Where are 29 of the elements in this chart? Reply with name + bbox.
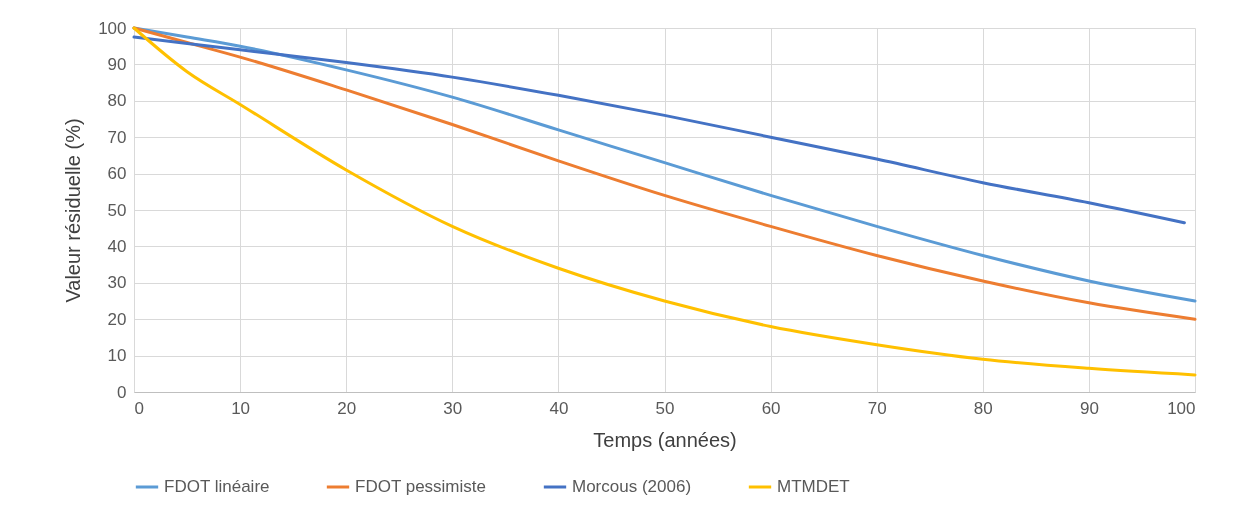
x-tick-label: 80 — [973, 398, 993, 418]
legend-label: FDOT pessimiste — [355, 477, 486, 496]
x-tick-label: 90 — [1079, 398, 1099, 418]
y-tick-label: 80 — [107, 91, 127, 111]
y-tick-label: 50 — [107, 200, 127, 220]
x-axis-title: Temps (années) — [593, 428, 737, 451]
y-tick-label: 40 — [107, 236, 127, 256]
y-tick-label: 60 — [107, 164, 127, 184]
x-tick-label: 100 — [1167, 398, 1196, 418]
y-tick-label: 0 — [117, 382, 127, 402]
x-tick-label: 40 — [549, 398, 569, 418]
y-tick-label: 100 — [98, 18, 127, 38]
x-tick-label: 70 — [867, 398, 887, 418]
x-tick-label: 60 — [761, 398, 781, 418]
y-tick-label: 70 — [107, 127, 127, 147]
y-tick-label: 20 — [107, 309, 127, 329]
y-axis-title: Valeur résiduelle (%) — [62, 118, 85, 303]
x-tick-label: 30 — [443, 398, 463, 418]
y-tick-label: 30 — [107, 273, 127, 293]
legend-label: FDOT linéaire — [164, 477, 270, 496]
legend-label: MTMDET — [777, 477, 850, 496]
x-tick-label: 20 — [337, 398, 357, 418]
y-tick-label: 90 — [107, 54, 127, 74]
line-series — [132, 35, 1186, 225]
x-tick-label: 0 — [134, 398, 144, 418]
y-tick-label: 10 — [107, 346, 127, 366]
legend-label: Morcous (2006) — [572, 477, 692, 496]
x-tick-label: 10 — [231, 398, 251, 418]
x-tick-label: 50 — [655, 398, 675, 418]
